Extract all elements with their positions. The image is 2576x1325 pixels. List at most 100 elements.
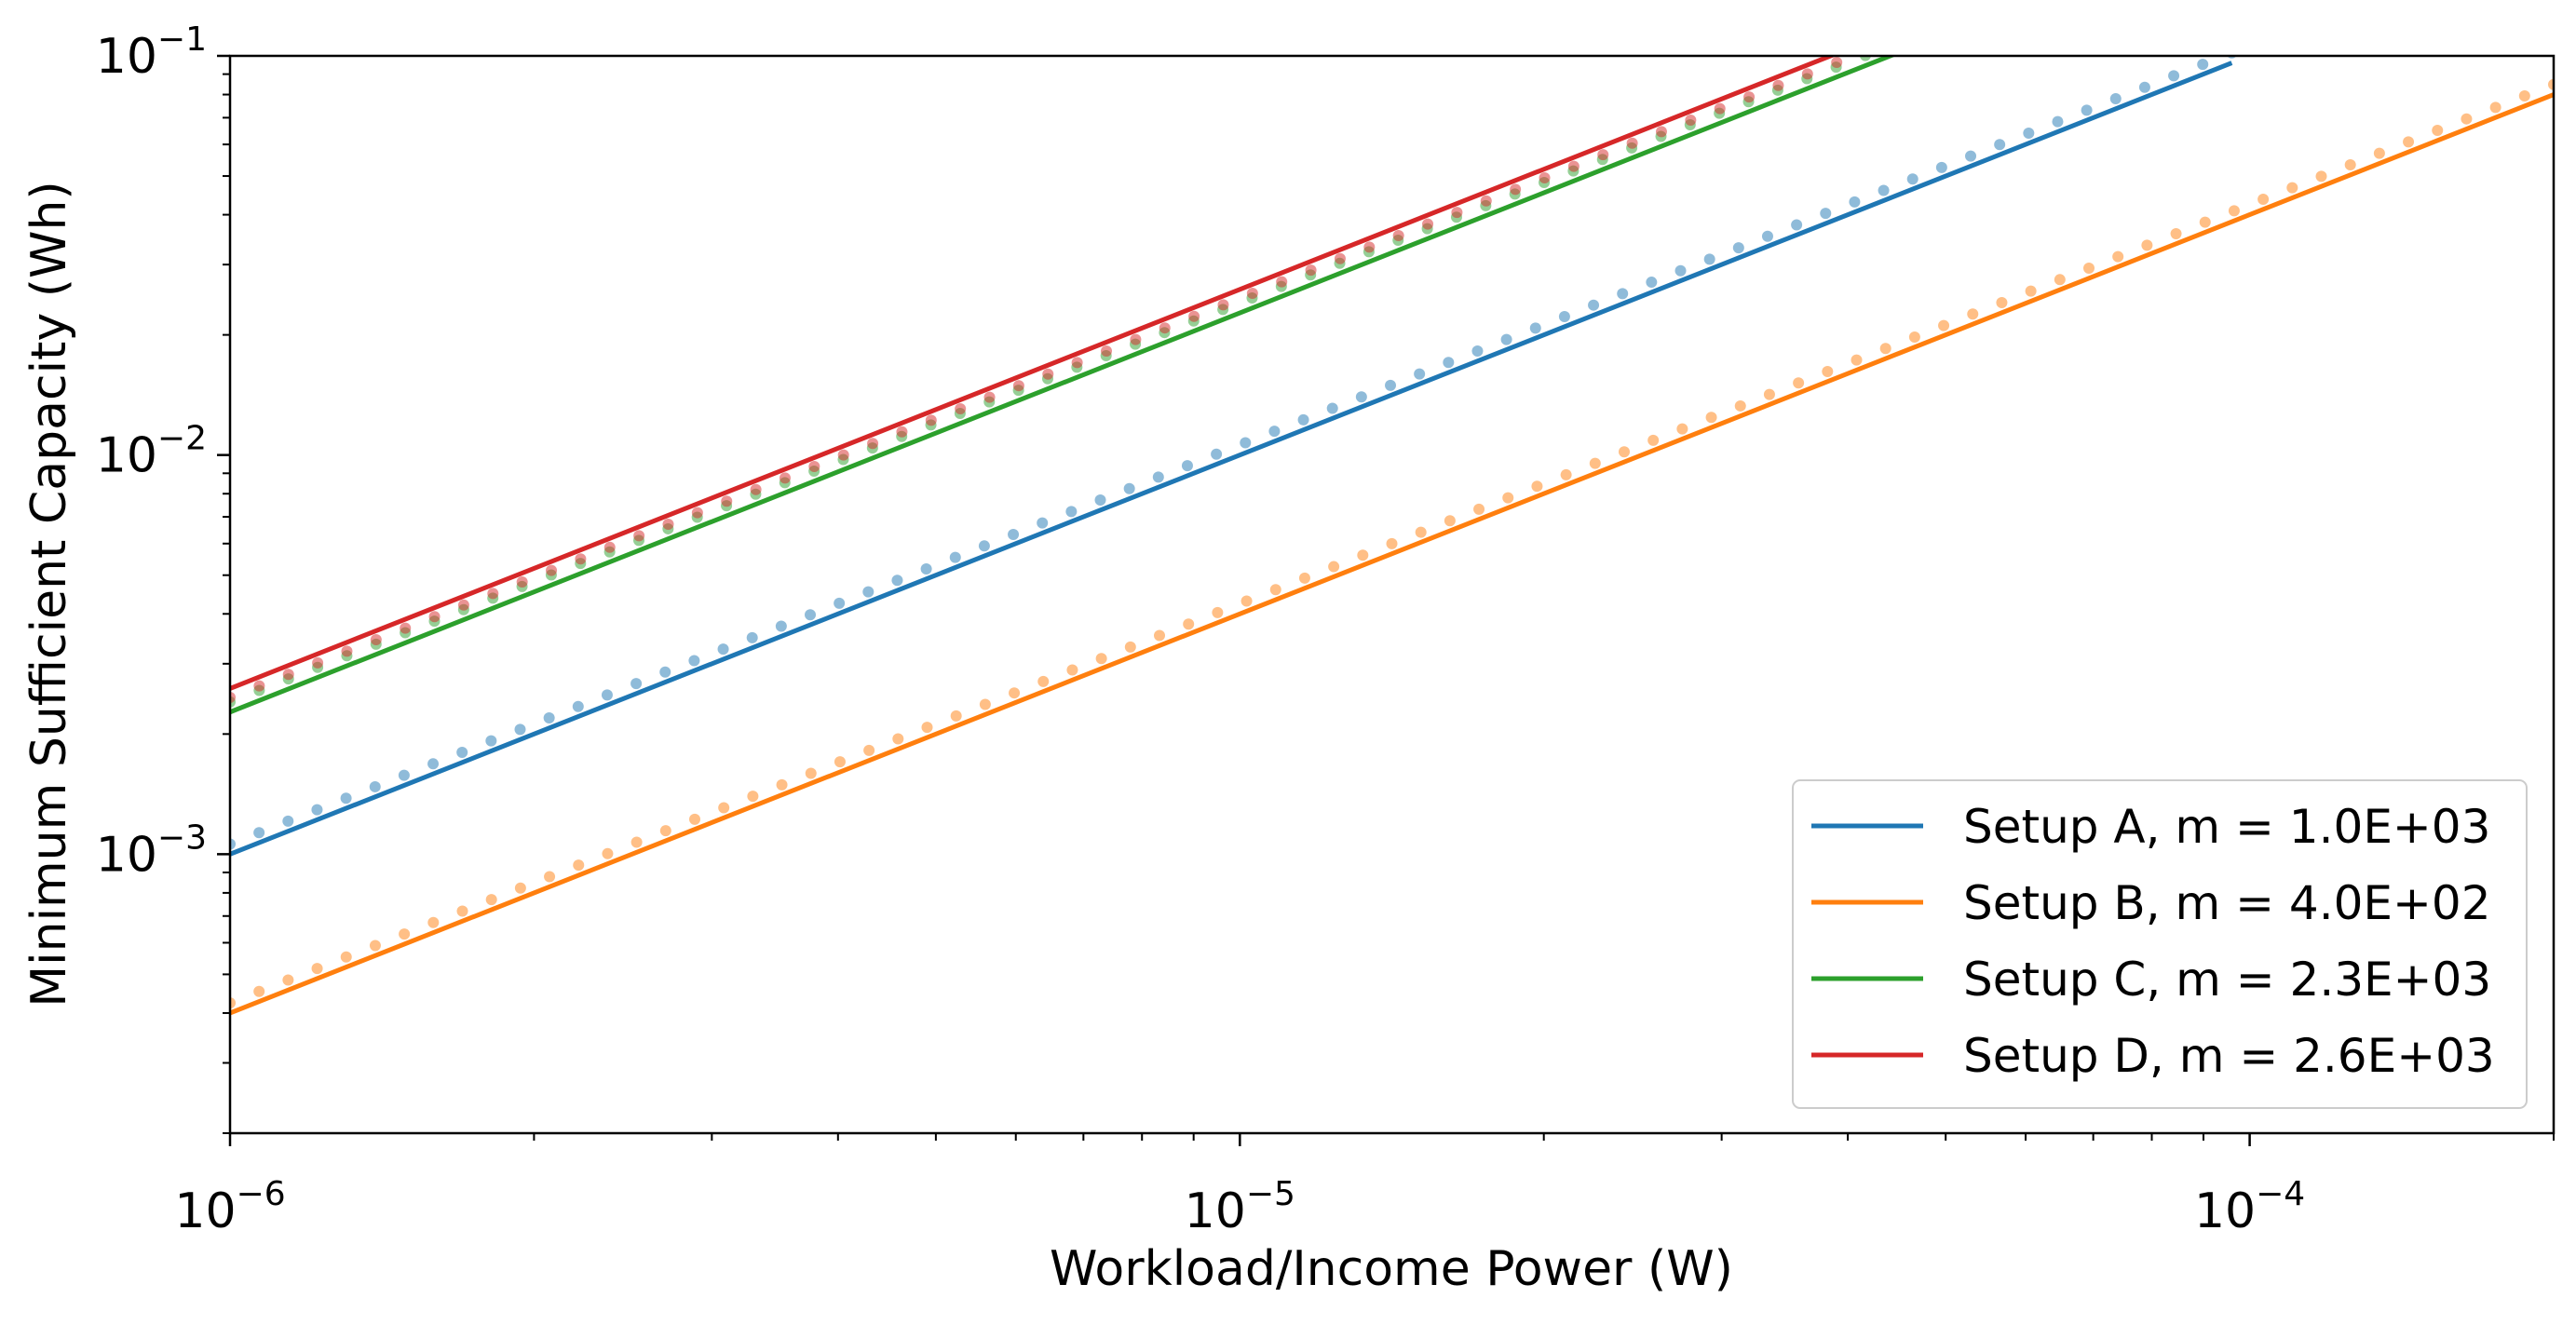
data-point (575, 553, 587, 565)
data-point (457, 599, 469, 611)
data-point (456, 905, 468, 917)
data-point (1326, 402, 1338, 414)
data-point (230, 692, 236, 704)
data-point (2170, 227, 2182, 239)
data-point (691, 507, 703, 519)
data-point (1328, 561, 1340, 573)
data-point (721, 495, 733, 507)
data-point (1012, 380, 1024, 392)
data-point (630, 836, 643, 848)
data-point (370, 634, 382, 646)
data-point (1357, 549, 1369, 561)
data-point (2199, 216, 2211, 228)
series-4 (230, 56, 1843, 704)
data-point (1009, 687, 1021, 699)
data-point (950, 710, 962, 722)
plot-frame (228, 54, 2556, 1135)
data-point (427, 758, 440, 770)
x-tick-label: 10−5 (1185, 1175, 1295, 1239)
data-point (659, 825, 671, 837)
data-point (1276, 276, 1288, 288)
data-point (1071, 357, 1083, 369)
series-layer (230, 38, 2554, 1016)
data-point (1212, 606, 1224, 618)
data-point (1734, 399, 1746, 412)
legend-item: Setup C, m = 2.3E+03 (1811, 953, 2491, 1007)
fit-line (230, 92, 2554, 1016)
y-tick-label: 10−1 (96, 20, 207, 85)
data-point (688, 655, 700, 667)
data-point (1154, 629, 1165, 642)
x-tick-label: 10−6 (174, 1175, 285, 1239)
data-point (2083, 262, 2095, 274)
data-point (863, 744, 875, 756)
data-point (1443, 357, 1455, 369)
data-point (1965, 150, 1977, 162)
data-point (2141, 239, 2153, 251)
data-point (1334, 252, 1346, 264)
data-point (2052, 115, 2064, 128)
data-point (834, 597, 846, 609)
data-point (1211, 448, 1223, 460)
data-point (253, 985, 265, 997)
y-tick-label: 10−2 (96, 420, 207, 484)
data-point (1268, 426, 1281, 438)
data-point (399, 928, 411, 940)
data-point (573, 859, 585, 872)
data-point (2228, 205, 2240, 217)
data-point (1889, 38, 1900, 49)
data-point (1849, 196, 1861, 208)
data-point (2344, 159, 2356, 171)
data-point (892, 733, 904, 745)
data-point (750, 483, 762, 495)
data-point (428, 611, 441, 623)
data-point (1094, 494, 1106, 507)
series-1 (230, 56, 2237, 857)
data-point (983, 391, 996, 403)
data-point (230, 997, 236, 1009)
data-point (282, 815, 294, 827)
data-point (775, 620, 787, 632)
data-point (1241, 595, 1253, 607)
legend-label: Setup B, m = 4.0E+02 (1963, 876, 2491, 930)
data-point (1444, 515, 1456, 527)
data-point (1123, 482, 1135, 494)
data-point (1037, 675, 1050, 687)
fit-line (230, 61, 2233, 857)
legend: Setup A, m = 1.0E+03 Setup B, m = 4.0E+02… (1792, 779, 2528, 1109)
data-point (2197, 59, 2209, 71)
data-point (979, 698, 991, 710)
data-point (369, 780, 381, 792)
data-point (1473, 503, 1485, 515)
data-point (2257, 194, 2270, 205)
data-point (1240, 437, 1252, 449)
data-point (1246, 287, 1258, 299)
data-point (1588, 299, 1600, 311)
data-point (2138, 81, 2150, 93)
data-point (1529, 322, 1541, 334)
data-point (1510, 183, 1522, 196)
data-point (921, 722, 933, 734)
data-point (717, 643, 729, 656)
data-point (311, 804, 323, 816)
data-point (2168, 70, 2180, 82)
data-point (2432, 125, 2444, 137)
data-point (1392, 229, 1404, 241)
data-point (949, 551, 961, 563)
data-point (1355, 391, 1367, 403)
data-point (862, 586, 874, 598)
data-point (1471, 345, 1484, 357)
data-point (955, 402, 967, 414)
data-point (514, 723, 526, 736)
data-point (546, 564, 558, 576)
data-point (1655, 126, 1667, 138)
data-point (1386, 537, 1398, 549)
data-point (1705, 412, 1717, 424)
data-point (1793, 377, 1805, 389)
data-point (1791, 219, 1803, 231)
data-point (1801, 68, 1813, 80)
x-axis-label: Workload/Income Power (W) (1050, 1241, 1733, 1297)
data-point (2054, 274, 2066, 286)
data-point (1935, 161, 1947, 173)
